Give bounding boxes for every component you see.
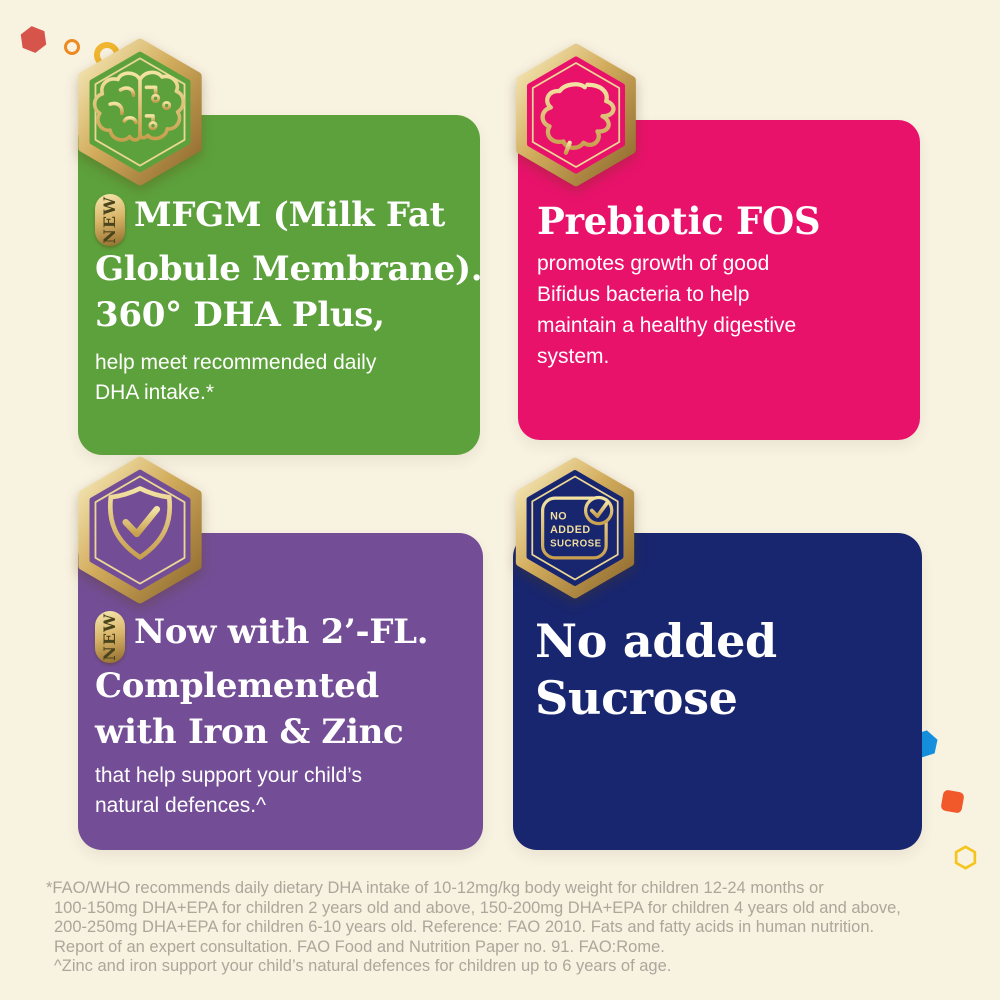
twofl-title-line-2: Complemented [95, 666, 379, 706]
mfgm-title-line-1: MFGM (Milk Fat [134, 195, 446, 235]
twofl-hexagon-badge [74, 456, 206, 609]
yellow-hexagon-outline-decoration [954, 845, 977, 870]
new-badge: NEW [95, 611, 125, 663]
shield-check-icon [107, 486, 173, 560]
mfgm-title: NEW MFGM (Milk Fat Globule Membrane). 36… [95, 192, 483, 338]
mfgm-body-line-2: DHA intake.* [95, 381, 215, 404]
mfgm-title-line-3: 360° DHA Plus, [95, 295, 385, 335]
prebiotic-title-line-1: Prebiotic FOS [537, 199, 821, 243]
twofl-title: NEW Now with 2’-FL. Complemented with Ir… [95, 609, 429, 755]
prebiotic-body-line-1: promotes growth of good [537, 252, 770, 275]
twofl-body: that help support your child’s natural d… [95, 761, 362, 821]
footnotes: *FAO/WHO recommends daily dietary DHA in… [46, 879, 981, 977]
prebiotic-body-line-4: system. [537, 345, 610, 368]
sucrose-title: No added Sucrose [535, 613, 777, 727]
footnote-line-3: 200-250mg DHA+EPA for children 6-10 year… [54, 918, 875, 936]
new-badge-label: NEW [100, 613, 119, 661]
mfgm-title-line-2: Globule Membrane). [95, 249, 483, 289]
twofl-card: NEW Now with 2’-FL. Complemented with Ir… [78, 533, 483, 850]
prebiotic-body-line-2: Bifidus bacteria to help [537, 283, 750, 306]
twofl-title-line-1: Now with 2’-FL. [134, 612, 429, 652]
mfgm-body: help meet recommended daily DHA intake.* [95, 348, 376, 408]
footnote-line-2: 100-150mg DHA+EPA for children 2 years o… [54, 898, 901, 917]
prebiotic-title: Prebiotic FOS [537, 198, 821, 244]
brain-circuit-icon [92, 70, 186, 142]
mfgm-hexagon-badge [75, 38, 205, 191]
orange-ring-decoration [64, 39, 80, 55]
svg-text:SUCROSE: SUCROSE [550, 539, 602, 550]
new-badge: NEW [95, 194, 125, 246]
prebiotic-body-line-3: maintain a healthy digestive [537, 314, 797, 337]
footnote-line-1: *FAO/WHO recommends daily dietary DHA in… [46, 879, 824, 897]
new-badge-label: NEW [100, 196, 119, 244]
intestine-icon [540, 68, 616, 155]
twofl-title-line-3: with Iron & Zinc [95, 712, 404, 752]
twofl-body-line-1: that help support your child’s [95, 764, 362, 787]
twofl-body-line-2: natural defences.^ [95, 794, 266, 817]
prebiotic-body: promotes growth of good Bifidus bacteria… [537, 248, 796, 372]
prebiotic-hexagon-badge [513, 43, 639, 192]
footnote-line-5: ^Zinc and iron support your child’s natu… [54, 957, 672, 975]
sucrose-title-line-1: No added [535, 614, 777, 668]
red-hexagon-decoration [20, 26, 47, 53]
sucrose-hexagon-badge: NO ADDED SUCROSE [512, 457, 638, 604]
footnote-line-4: Report of an expert consultation. FAO Fo… [54, 937, 665, 956]
svg-text:NO: NO [550, 510, 567, 522]
sucrose-card: No added Sucrose [513, 533, 922, 850]
svg-text:ADDED: ADDED [550, 524, 591, 536]
sucrose-title-line-2: Sucrose [535, 671, 738, 725]
no-added-sucrose-seal-icon: NO ADDED SUCROSE [540, 495, 614, 560]
orange-square-decoration [940, 789, 965, 814]
mfgm-body-line-1: help meet recommended daily [95, 351, 377, 374]
